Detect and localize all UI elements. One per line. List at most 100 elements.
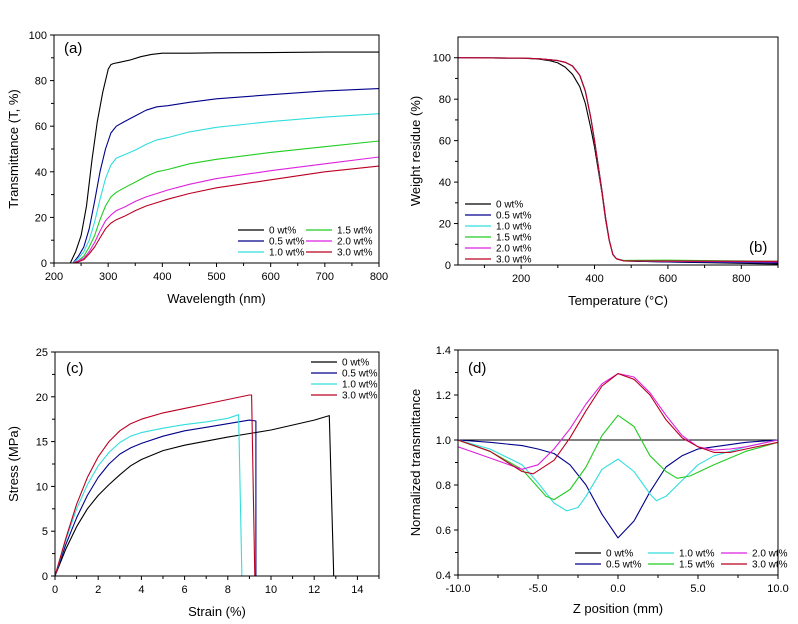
legend-label: 1.5 wt% [679,560,715,571]
legend: 0 wt%0.5 wt%1.0 wt%3.0 wt% [311,358,378,402]
y-tick-label: 20 [439,219,451,231]
chart-panel-a: 200 300 400 500 600 700 800 0 20 40 60 80 100 Wavelen… [6,30,388,306]
y-tick-label: 0 [445,260,451,272]
series-line-10wt [54,113,379,263]
legend-label: 3.0 wt% [342,391,378,402]
x-tick-label: 0.0 [610,583,625,595]
legend-label: 3.0 wt% [337,248,373,259]
x-tick-label: 10 [265,584,277,596]
x-axis-label: Z position (mm) [573,601,663,616]
y-tick-label: 15 [36,437,48,449]
panel-label: (b) [749,239,767,256]
legend: 0 wt%0.5 wt% 1.0 wt%1.5 wt% 2.0 wt%3.0 wt% [575,549,788,571]
legend-label: 3.0 wt% [752,560,788,571]
x-tick-label: 12 [308,584,320,596]
series-line-15wt [54,140,379,263]
y-tick-label: 60 [35,121,47,133]
panel-label: (d) [468,360,486,377]
x-tick-label: 600 [261,271,279,283]
y-tick-label: 40 [439,177,451,189]
legend-label: 1.0 wt% [679,549,715,560]
series-line-10wt [55,414,243,576]
y-tick-label: 80 [439,94,451,106]
plot-frame [457,36,779,266]
panel-label: (a) [64,40,82,57]
x-tick-label: 400 [585,273,603,285]
x-tick-label: 10.0 [767,583,788,595]
x-tick-label: 800 [732,273,750,285]
chart-panel-b: 200 400 600 800 0 20 40 60 80 100 Temperature (°C)… [408,36,779,308]
y-tick-label: 100 [433,53,451,65]
x-tick-label: 800 [370,271,388,283]
series-line-20wt [54,156,379,263]
chart-panel-c: 0 2 4 6 8 10 12 14 0 5 10 15 20 25 Strain (%) Stress (M… [6,347,380,619]
y-tick-label: 25 [36,347,48,359]
series-line-20wt [458,373,778,470]
y-tick-label: 1.2 [436,390,451,402]
y-tick-label: 0 [41,258,47,270]
plot-frame [53,34,380,264]
legend-label: 0.5 wt% [342,369,378,380]
series-line-0wt [54,51,379,263]
y-tick-label: 0.4 [436,570,451,582]
legend-label: 1.0 wt% [269,248,305,259]
x-tick-label: 300 [99,271,117,283]
legend-label: 1.0 wt% [496,222,532,233]
y-tick-label: 0.6 [436,525,451,537]
series-line-05wt [54,88,379,263]
series-line-30wt [458,373,778,475]
x-tick-label: 6 [182,584,188,596]
y-tick-label: 20 [36,392,48,404]
y-axis-label: Transmittance (T, %) [6,89,21,208]
legend: 0 wt%0.5 wt%1.0 wt%1.5 wt%2.0 wt%3.0 wt% [465,200,532,266]
y-tick-label: 40 [35,167,47,179]
series-line-30wt [54,165,379,263]
x-tick-label: 2 [95,584,101,596]
panel-label: (c) [66,360,84,377]
legend-label: 0.5 wt% [269,237,305,248]
legend-label: 1.5 wt% [496,233,532,244]
legend-label: 0 wt% [342,358,369,369]
x-tick-label: 0 [52,584,58,596]
y-tick-label: 10 [36,481,48,493]
series-line-05wt [458,439,778,539]
legend-label: 0 wt% [606,549,633,560]
x-tick-label: 5.0 [690,583,705,595]
series-line-0wt [55,415,335,576]
series-line-05wt [55,419,257,576]
y-tick-label: 20 [35,212,47,224]
y-tick-label: 60 [439,136,451,148]
legend-label: 0 wt% [269,226,296,237]
series-line-15wt [458,414,778,501]
x-tick-label: -10.0 [445,583,470,595]
y-tick-label: 1.0 [436,435,451,447]
y-axis-label: Normalized transmittance [408,389,423,536]
plot-frame [457,349,779,576]
y-axis-label: Weight residue (%) [408,96,423,206]
x-axis-label: Temperature (°C) [568,293,668,308]
y-tick-label: 0 [42,571,48,583]
y-tick-label: 0.8 [436,480,451,492]
y-tick-label: 1.4 [436,345,451,357]
x-tick-label: 8 [225,584,231,596]
x-tick-label: 500 [207,271,225,283]
legend-label: 1.0 wt% [342,380,378,391]
chart-panel-d: -10.0 -5.0 0.0 5.0 10.0 0.4 0.6 0.8 1.0 1.2 1.4 Z p… [408,345,789,616]
x-tick-label: 200 [45,271,63,283]
x-tick-label: 400 [153,271,171,283]
x-tick-label: 14 [351,584,363,596]
legend-label: 2.0 wt% [752,549,788,560]
legend-label: 0.5 wt% [606,560,642,571]
x-axis-label: Strain (%) [188,604,246,619]
series-line-30wt [55,394,256,576]
series-line-10wt [458,439,778,512]
x-tick-label: -5.0 [529,583,548,595]
legend-label: 1.5 wt% [337,226,373,237]
series-line-30wt [458,57,778,262]
legend-label: 0.5 wt% [496,211,532,222]
x-tick-label: 700 [316,271,334,283]
y-axis-label: Stress (MPa) [6,426,21,502]
legend-label: 2.0 wt% [337,237,373,248]
y-tick-label: 100 [29,30,47,42]
